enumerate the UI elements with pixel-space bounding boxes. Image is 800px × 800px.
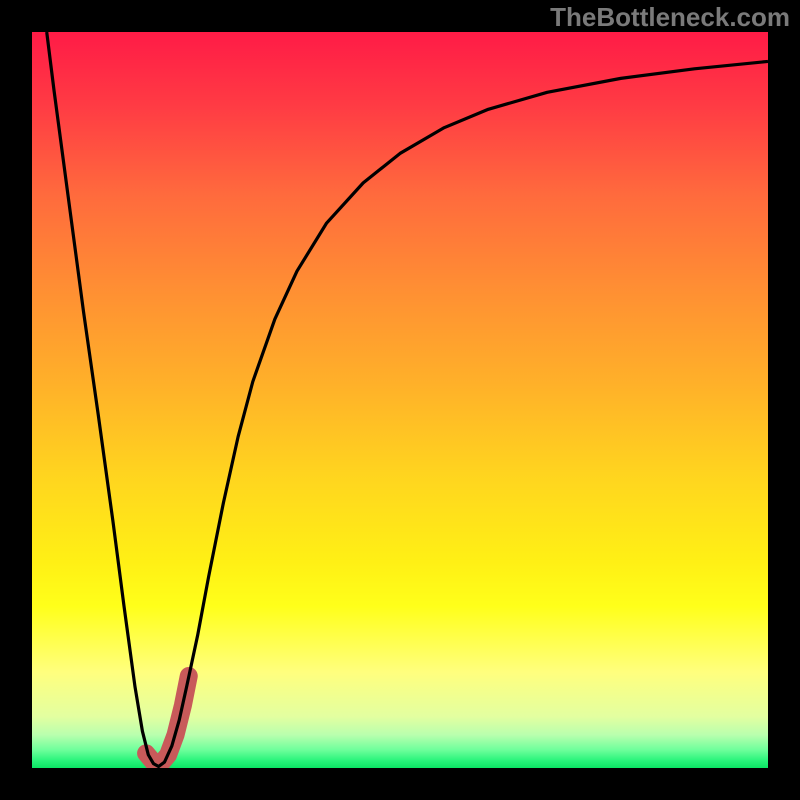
- plot-area: [32, 32, 768, 768]
- bottleneck-curve-layer: [32, 32, 768, 768]
- watermark-text: TheBottleneck.com: [550, 2, 790, 33]
- optimal-zone-highlight: [146, 676, 189, 764]
- bottleneck-curve: [47, 32, 768, 767]
